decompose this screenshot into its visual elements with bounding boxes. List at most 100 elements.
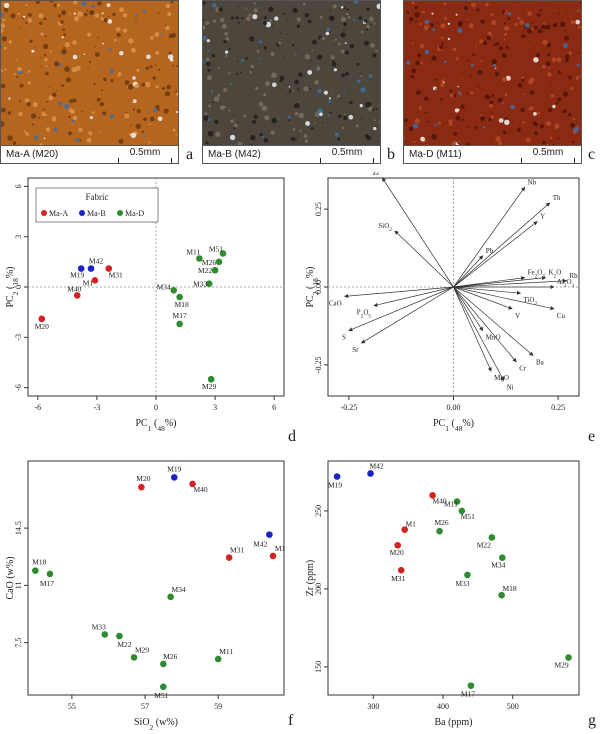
mineral-grain <box>280 33 281 34</box>
mineral-grain <box>237 122 238 123</box>
legend-title: Fabric <box>86 192 109 202</box>
loading-vector <box>345 287 454 296</box>
data-point <box>32 567 39 574</box>
pca-scores-chart: -6 -3 0 3 6-6-3036PC1 (48%)PC2 (18%)M20M40M1… <box>0 172 290 434</box>
mineral-grain <box>415 20 417 22</box>
mineral-grain <box>558 13 560 15</box>
mineral-grain <box>114 39 117 42</box>
mineral-grain <box>287 34 288 35</box>
mineral-grain <box>530 90 534 94</box>
mineral-grain <box>409 22 410 23</box>
mineral-grain <box>206 58 210 62</box>
mineral-grain <box>414 6 418 10</box>
point-label: M20 <box>35 322 49 331</box>
mineral-grain <box>171 33 176 38</box>
mineral-grain <box>50 50 52 52</box>
mineral-grain <box>259 19 260 20</box>
mineral-grain <box>356 124 359 127</box>
mineral-grain <box>254 2 256 4</box>
mineral-grain <box>41 33 44 36</box>
mineral-grain <box>165 26 170 31</box>
mineral-grain <box>322 37 325 40</box>
mineral-grain <box>551 94 555 98</box>
mineral-grain <box>109 48 112 51</box>
mineral-grain <box>495 72 499 76</box>
mineral-grain <box>318 35 321 38</box>
mineral-grain <box>377 141 378 142</box>
mineral-grain <box>480 116 485 121</box>
mineral-grain <box>25 24 26 25</box>
mineral-grain <box>572 141 574 143</box>
mineral-grain <box>228 110 230 112</box>
micrograph-caption-strip: Ma-B (M42) 0.5mm <box>203 145 380 163</box>
x-tick-label: 0 <box>154 403 158 412</box>
point-label: M34 <box>157 282 171 291</box>
mineral-grain <box>41 112 45 116</box>
mineral-grain <box>459 93 462 96</box>
mineral-grain <box>173 129 176 132</box>
mineral-grain <box>527 47 529 49</box>
mineral-grain <box>32 19 33 20</box>
mineral-grain <box>312 40 317 45</box>
mineral-grain <box>495 68 496 69</box>
point-label: M17 <box>173 311 187 320</box>
point-label: M26 <box>434 518 448 527</box>
mineral-grain <box>19 100 21 102</box>
micrograph-caption: Ma-B (M42) <box>208 149 261 160</box>
mineral-grain <box>64 104 69 109</box>
mineral-grain <box>288 119 290 121</box>
point-label: M22 <box>477 540 491 549</box>
mineral-grain <box>91 11 95 15</box>
data-point <box>47 571 54 578</box>
point-label: M18 <box>32 558 46 567</box>
micrograph-image <box>404 1 581 147</box>
mineral-grain <box>434 78 436 80</box>
mineral-grain <box>517 5 519 7</box>
mineral-grain <box>443 82 445 84</box>
panel-letter-e: e <box>588 428 595 446</box>
mineral-grain <box>99 132 101 134</box>
micrograph-ma-a: Ma-A (M20) 0.5mm <box>0 0 179 164</box>
mineral-grain <box>222 24 227 29</box>
mineral-grain <box>433 87 437 91</box>
mineral-grain <box>223 40 227 44</box>
mineral-grain <box>410 75 414 79</box>
mineral-grain <box>274 16 278 20</box>
point-label: M51 <box>154 691 168 700</box>
point-label: M34 <box>491 561 505 570</box>
mineral-grain <box>236 73 238 75</box>
mineral-grain <box>233 105 234 106</box>
mineral-grain <box>412 42 414 44</box>
mineral-grain <box>149 123 151 125</box>
mineral-grain <box>356 63 359 66</box>
mineral-grain <box>143 9 146 12</box>
mineral-grain <box>231 17 234 20</box>
mineral-grain <box>100 102 104 106</box>
mineral-grain <box>448 38 450 40</box>
mineral-grain <box>34 135 39 140</box>
mineral-grain <box>471 3 476 8</box>
mineral-grain <box>430 23 434 27</box>
mineral-grain <box>528 108 530 110</box>
mineral-grain <box>558 71 561 74</box>
mineral-grain <box>107 3 111 7</box>
mineral-grain <box>127 86 128 87</box>
mineral-grain <box>237 6 238 7</box>
point-label: M18 <box>503 584 517 593</box>
mineral-grain <box>84 53 86 55</box>
y-tick-label: -3 <box>14 334 23 341</box>
mineral-grain <box>4 3 9 8</box>
x-axis-label: Ba (ppm) <box>434 717 472 728</box>
mineral-grain <box>155 51 159 55</box>
mineral-grain <box>331 91 332 92</box>
mineral-grain <box>237 60 239 62</box>
mineral-grain <box>490 115 494 119</box>
mineral-grain <box>167 12 171 16</box>
legend-entry: Ma-B <box>87 209 106 218</box>
mineral-grain <box>87 10 89 12</box>
mineral-grain <box>420 137 425 142</box>
mineral-grain <box>88 131 92 135</box>
mineral-grain <box>233 114 234 115</box>
legend-entry: Ma-A <box>49 209 68 218</box>
mineral-grain <box>46 101 48 103</box>
